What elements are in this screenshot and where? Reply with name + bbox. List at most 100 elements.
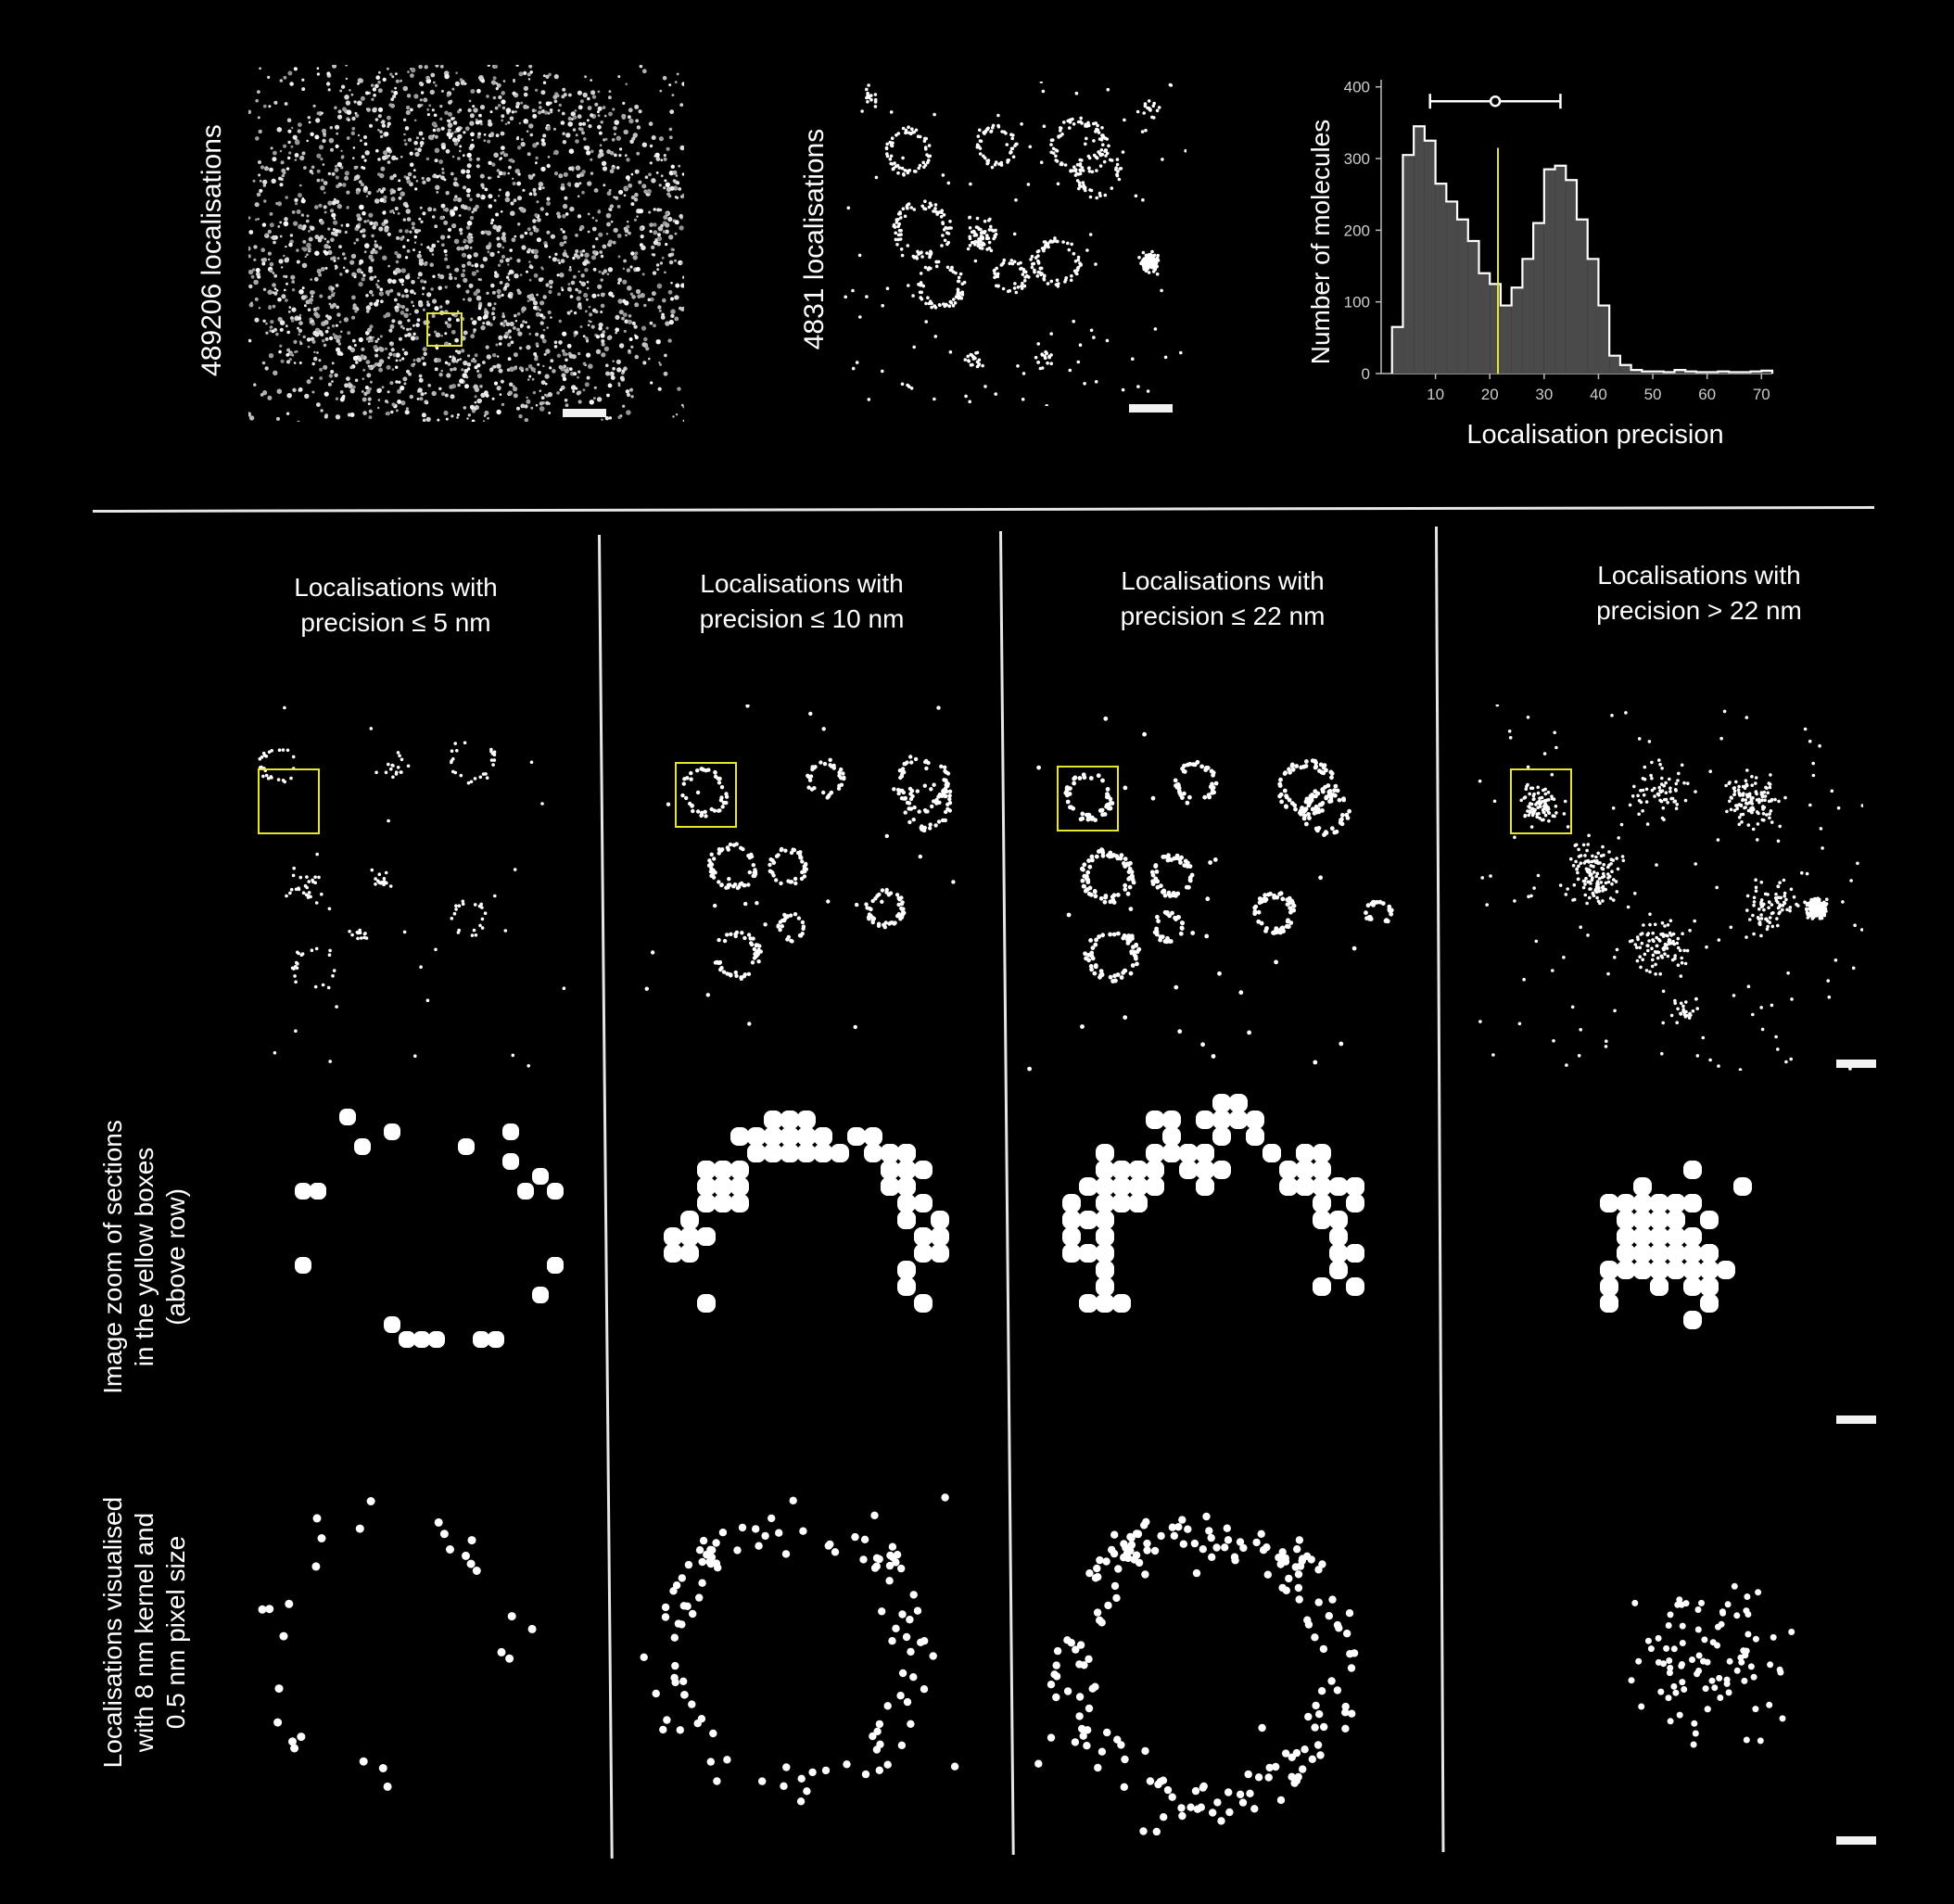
localisation-dot <box>1068 368 1072 373</box>
localisation-dot <box>437 240 439 243</box>
localisation-dot <box>346 109 352 115</box>
localisation-dot <box>369 268 374 273</box>
localisation-dot <box>257 116 260 120</box>
localisation-dot <box>267 750 272 755</box>
localisation-dot <box>493 381 499 386</box>
localisation-dot <box>625 234 628 237</box>
localisation-dot <box>1144 128 1148 133</box>
localisation-dot <box>1529 802 1532 806</box>
localisation-dot <box>1150 795 1156 801</box>
localisation-dot <box>497 83 500 87</box>
localisation-dot <box>546 230 551 235</box>
localisation-dot <box>1166 856 1172 861</box>
localisation-dot <box>1094 262 1098 266</box>
localisation-dot <box>517 290 522 295</box>
localisation-dot <box>567 283 571 286</box>
localisation-dot <box>755 949 759 955</box>
localisation-dot <box>532 390 537 395</box>
localisation-dot <box>1161 889 1167 895</box>
localisation-dot <box>284 288 286 292</box>
localisation-dot <box>1021 372 1026 375</box>
localisation-dot <box>1089 953 1095 958</box>
localisation-dot <box>1174 783 1178 788</box>
localisation-dot <box>1072 319 1075 324</box>
localisation-dot <box>495 87 499 91</box>
localisation-dot <box>370 380 373 384</box>
localisation-dot <box>1060 162 1064 166</box>
localisation-dot <box>361 277 365 282</box>
localisation-dot <box>601 352 606 358</box>
localisation-dot <box>349 413 355 417</box>
localisation-dot <box>919 281 923 285</box>
localisation-dot <box>418 374 423 378</box>
localisation-dot <box>562 230 565 234</box>
localisation-dot <box>461 169 466 174</box>
localisation-dot <box>1747 792 1752 796</box>
localisation-dot <box>918 854 922 859</box>
localisation-dot <box>1599 854 1604 858</box>
localisation-dot <box>923 809 929 814</box>
localisation-dot <box>542 81 547 84</box>
localisation-dot <box>348 383 353 389</box>
localisation-dot <box>735 885 741 891</box>
localisation-dot <box>1074 91 1079 95</box>
localisation-dot <box>1134 943 1138 948</box>
localisation-dot <box>1547 819 1551 823</box>
localisation-dot <box>1121 387 1125 392</box>
localisation-dot <box>1674 781 1679 786</box>
localisation-dot <box>1612 878 1616 882</box>
localisation-dot <box>546 197 551 201</box>
localisation-dot <box>1313 793 1318 799</box>
localisation-dot <box>404 410 410 415</box>
localisation-dot <box>568 367 573 371</box>
localisation-dot <box>552 257 557 262</box>
localisation-dot <box>1676 946 1681 950</box>
localisation-dot <box>328 137 335 144</box>
localisation-dot <box>361 155 365 159</box>
localisation-dot <box>283 274 285 278</box>
localisation-dot <box>1537 799 1542 804</box>
localisation-dot <box>447 128 451 133</box>
localisation-dot <box>708 861 713 866</box>
localisation-dot <box>338 321 342 324</box>
localisation-dot <box>248 109 252 114</box>
localisation-dot <box>604 416 610 421</box>
localisation-dot <box>302 239 307 244</box>
localisation-dot <box>911 294 915 298</box>
localisation-dot <box>914 128 919 133</box>
localisation-dot <box>427 333 431 336</box>
localisation-dot <box>885 152 889 156</box>
localisation-dot <box>1182 863 1187 868</box>
localisation-dot <box>344 95 349 100</box>
localisation-dot <box>516 259 521 263</box>
localisation-dot <box>528 374 532 378</box>
localisation-dot <box>488 119 492 123</box>
localisation-dot <box>390 410 394 414</box>
localisation-dot <box>740 931 744 935</box>
localisation-dot <box>749 941 754 946</box>
localisation-dot <box>1101 143 1105 146</box>
localisation-dot <box>606 273 610 275</box>
localisation-dot <box>454 908 458 911</box>
localisation-dot <box>973 239 978 244</box>
localisation-dot <box>461 899 465 904</box>
localisation-dot <box>1768 785 1772 790</box>
localisation-dot <box>285 353 290 357</box>
localisation-dot <box>565 133 571 138</box>
localisation-dot <box>289 776 293 781</box>
localisation-dot <box>627 178 630 182</box>
localisation-dot <box>1252 905 1258 910</box>
localisation-dot <box>298 321 303 325</box>
localisation-dot <box>403 139 407 142</box>
localisation-dot <box>283 221 289 227</box>
localisation-dot <box>600 303 605 309</box>
localisation-dot <box>291 280 296 284</box>
localisation-dot <box>272 283 276 287</box>
localisation-dot <box>987 219 991 222</box>
localisation-dot <box>255 136 260 141</box>
localisation-dot <box>545 74 550 79</box>
localisation-dot <box>254 297 259 301</box>
histogram-bar <box>1402 155 1415 374</box>
localisation-dot <box>584 146 590 151</box>
localisation-dot <box>678 164 681 168</box>
